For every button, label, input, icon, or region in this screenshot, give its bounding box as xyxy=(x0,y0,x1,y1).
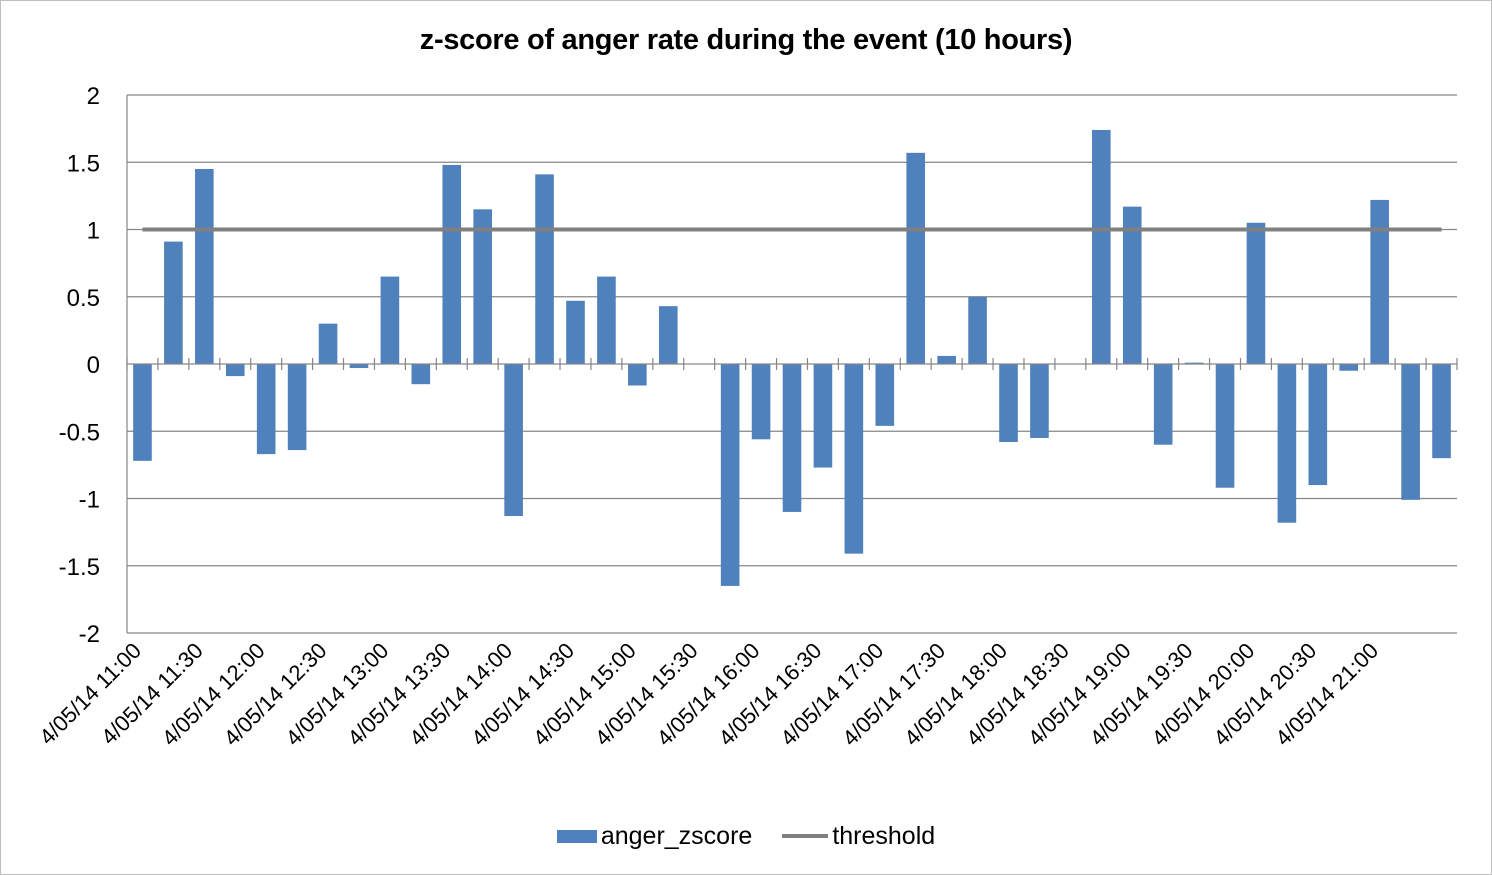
legend-swatch-bar xyxy=(556,829,597,843)
bar xyxy=(1370,199,1389,364)
bar xyxy=(1246,222,1266,364)
bar xyxy=(751,364,771,440)
bar xyxy=(164,241,183,364)
legend-swatch-line xyxy=(782,834,829,838)
bar xyxy=(1339,364,1359,371)
bar xyxy=(195,168,214,364)
bar xyxy=(844,364,864,554)
bar xyxy=(597,276,616,364)
bar xyxy=(999,364,1018,443)
bar xyxy=(225,364,245,377)
legend: anger_zscore threshold xyxy=(0,818,1492,854)
bar xyxy=(875,364,895,426)
y-tick-label: -1.5 xyxy=(59,554,100,581)
chart-title: z-score of anger rate during the event (… xyxy=(419,24,1073,56)
bar xyxy=(133,364,152,461)
bar xyxy=(658,306,678,364)
bar xyxy=(473,209,492,364)
bar xyxy=(504,364,523,516)
y-tick-label: 2 xyxy=(87,83,100,110)
legend-item-line: threshold xyxy=(782,822,935,851)
bar-series xyxy=(133,129,1451,586)
bar xyxy=(1401,364,1420,500)
y-tick-label: -2 xyxy=(79,621,100,648)
bar xyxy=(968,296,987,364)
bar xyxy=(256,364,276,455)
y-tick-label: 0.5 xyxy=(67,285,100,312)
axes xyxy=(126,95,1458,633)
bar xyxy=(1432,364,1451,459)
bar xyxy=(937,355,956,364)
bar xyxy=(349,364,369,369)
y-tick-label: 1 xyxy=(87,218,100,245)
y-tick-label: 1.5 xyxy=(67,150,100,177)
bar xyxy=(380,276,400,364)
legend-label-bar: anger_zscore xyxy=(600,821,753,850)
y-tick-label: 0 xyxy=(87,352,100,379)
bar xyxy=(318,323,338,364)
bar xyxy=(535,174,554,364)
y-tick-label: -1 xyxy=(79,487,100,514)
bar xyxy=(442,164,462,364)
bar xyxy=(1184,362,1204,364)
y-tick-labels: 2 1.5 1 0.5 0 -0.5 -1 -1.5 -2 xyxy=(59,83,100,648)
bar xyxy=(813,364,833,468)
bar xyxy=(1122,206,1142,364)
bar xyxy=(287,364,307,451)
bar xyxy=(566,300,585,364)
legend-label-line: threshold xyxy=(832,821,936,850)
bar xyxy=(1153,364,1173,445)
bar xyxy=(720,364,740,586)
bar xyxy=(1215,364,1235,488)
bar xyxy=(1277,364,1297,523)
bar xyxy=(1030,364,1049,438)
bar xyxy=(1308,364,1328,486)
legend-item-bar: anger_zscore xyxy=(556,821,753,851)
y-tick-label: -0.5 xyxy=(59,419,100,446)
bar xyxy=(628,364,647,386)
bar xyxy=(411,364,431,385)
bar xyxy=(782,364,802,512)
x-tick-labels: 4/05/14 11:004/05/14 11:304/05/14 12:004… xyxy=(34,638,1383,751)
bar xyxy=(906,152,926,364)
bar xyxy=(1092,129,1111,364)
